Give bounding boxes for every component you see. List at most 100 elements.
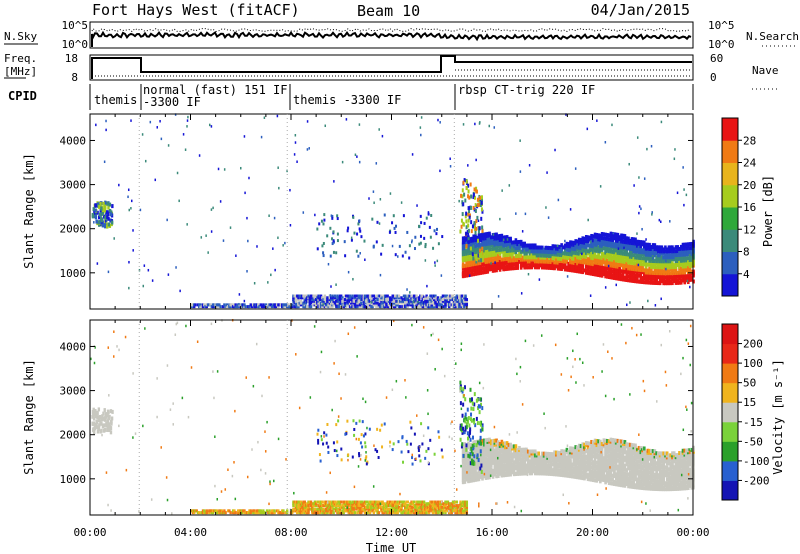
echo-cell [637, 263, 640, 267]
echo-cell [319, 294, 323, 298]
echo-cell [467, 457, 470, 462]
echo-cell [443, 301, 446, 305]
echo-cell [482, 452, 486, 457]
echo-cell [348, 301, 352, 305]
echo-cell [451, 294, 455, 298]
echo-cell [309, 299, 313, 303]
echo-cell [176, 171, 179, 175]
echo-cell [589, 294, 592, 297]
echo-cell [429, 299, 432, 303]
echo-cell [422, 301, 426, 305]
echo-cell [372, 294, 376, 298]
echo-cell [621, 239, 625, 244]
echo-cell [648, 266, 651, 271]
echo-cell [628, 470, 632, 475]
echo-cell [410, 299, 413, 303]
echo-cell [558, 450, 562, 455]
echo-cell [383, 305, 387, 309]
echo-cell [372, 303, 376, 307]
echo-cell [671, 281, 674, 286]
echo-cell [147, 268, 150, 272]
echo-cell [480, 216, 483, 221]
echo-cell [401, 299, 404, 303]
echo-cell [422, 298, 426, 302]
echo-cell [444, 298, 447, 302]
echo-cell [414, 301, 417, 305]
echo-cell [365, 298, 368, 302]
echo-cell [530, 243, 534, 248]
echo-cell [512, 460, 516, 465]
echo-cell [576, 465, 579, 470]
echo-cell [599, 185, 602, 188]
echo-cell [537, 245, 541, 250]
echo-cell [360, 303, 363, 307]
echo-cell [378, 128, 380, 131]
echo-cell [421, 296, 425, 300]
echo-cell [524, 212, 527, 216]
echo-cell [621, 251, 625, 256]
echo-cell [443, 305, 446, 309]
echo-cell [616, 262, 620, 267]
echo-cell [662, 269, 665, 274]
echo-cell [468, 213, 471, 218]
echo-cell [464, 299, 467, 303]
echo-cell [620, 453, 623, 458]
echo-cell [219, 200, 222, 203]
echo-cell [460, 299, 463, 303]
echo-cell [576, 243, 579, 248]
echo-cell [450, 296, 453, 300]
echo-cell [676, 191, 679, 195]
echo-cell [263, 305, 266, 309]
echo-cell [424, 301, 427, 305]
echo-cell [380, 298, 383, 302]
echo-cell [355, 305, 358, 309]
noise-left-tick-bottom: 10^0 [62, 38, 89, 51]
echo-cell [635, 239, 639, 244]
echo-cell [429, 235, 432, 239]
echo-cell [336, 217, 339, 221]
echo-cell [602, 456, 606, 461]
echo-cell [527, 272, 530, 276]
echo-cell [466, 230, 469, 235]
colorbar-tick-label: 8 [743, 246, 750, 259]
echo-cell [297, 303, 300, 307]
echo-cell [657, 253, 660, 258]
echo-cell [348, 298, 352, 302]
echo-cell [378, 298, 382, 302]
echo-cell [229, 303, 232, 307]
echo-cell [478, 248, 481, 253]
echo-cell [497, 450, 500, 455]
echo-cell [504, 441, 507, 446]
colorbar-swatch [722, 184, 738, 208]
echo-cell [307, 296, 310, 300]
echo-cell [520, 292, 523, 295]
echo-cell [651, 211, 653, 214]
echo-cell [430, 305, 433, 309]
echo-cell [506, 238, 509, 241]
echo-cell [437, 298, 441, 302]
echo-cell [600, 441, 604, 446]
echo-cell [270, 305, 274, 309]
echo-cell [465, 301, 469, 305]
echo-cell [595, 470, 599, 475]
echo-cell [457, 299, 460, 302]
echo-cell [479, 233, 483, 238]
echo-cell [357, 254, 360, 258]
echo-cell [688, 242, 692, 247]
echo-cell [411, 301, 414, 305]
colorbar-swatch [722, 118, 738, 141]
echo-cell [461, 194, 464, 199]
echo-cell [465, 273, 468, 278]
echo-cell [294, 303, 298, 307]
echo-cell [219, 305, 222, 309]
echo-cell [463, 263, 467, 268]
echo-cell [427, 212, 430, 216]
echo-cell [94, 208, 97, 213]
echo-cell [669, 220, 671, 223]
echo-cell [406, 305, 409, 309]
echo-cell [118, 183, 120, 187]
echo-cell [674, 249, 678, 254]
echo-cell [324, 298, 328, 302]
echo-cell [355, 294, 358, 298]
echo-cell [441, 299, 445, 303]
